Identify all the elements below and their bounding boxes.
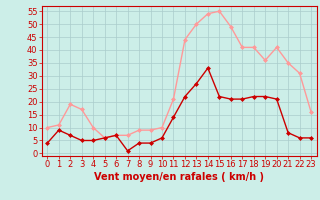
X-axis label: Vent moyen/en rafales ( km/h ): Vent moyen/en rafales ( km/h ) [94, 172, 264, 182]
